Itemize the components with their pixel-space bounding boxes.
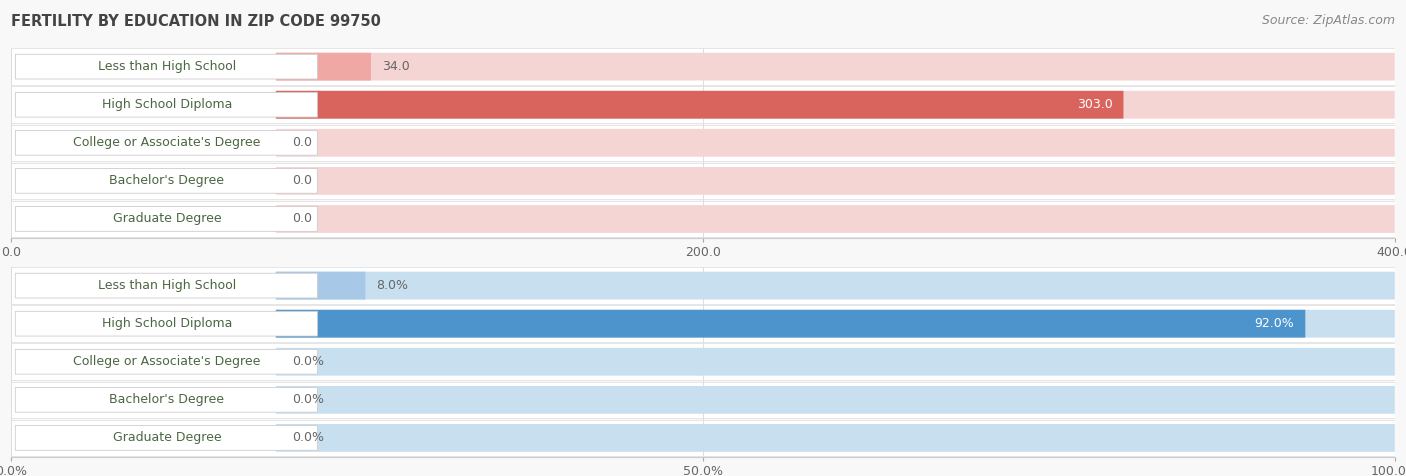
Text: High School Diploma: High School Diploma xyxy=(101,317,232,330)
Text: Graduate Degree: Graduate Degree xyxy=(112,431,221,445)
FancyBboxPatch shape xyxy=(11,49,1395,85)
FancyBboxPatch shape xyxy=(276,53,1395,80)
Text: 92.0%: 92.0% xyxy=(1254,317,1294,330)
FancyBboxPatch shape xyxy=(276,91,1123,119)
FancyBboxPatch shape xyxy=(276,348,1395,376)
FancyBboxPatch shape xyxy=(15,207,318,231)
Text: High School Diploma: High School Diploma xyxy=(101,98,232,111)
FancyBboxPatch shape xyxy=(15,92,318,117)
Text: Less than High School: Less than High School xyxy=(98,60,236,73)
FancyBboxPatch shape xyxy=(11,420,1395,456)
FancyBboxPatch shape xyxy=(15,54,318,79)
FancyBboxPatch shape xyxy=(276,205,1395,233)
FancyBboxPatch shape xyxy=(11,87,1395,123)
FancyBboxPatch shape xyxy=(11,306,1395,342)
Text: 0.0%: 0.0% xyxy=(292,393,325,407)
Text: FERTILITY BY EDUCATION IN ZIP CODE 99750: FERTILITY BY EDUCATION IN ZIP CODE 99750 xyxy=(11,14,381,30)
FancyBboxPatch shape xyxy=(11,163,1395,199)
FancyBboxPatch shape xyxy=(276,310,1395,337)
Text: 0.0: 0.0 xyxy=(292,174,312,188)
FancyBboxPatch shape xyxy=(276,310,1305,337)
FancyBboxPatch shape xyxy=(15,349,318,374)
FancyBboxPatch shape xyxy=(276,91,1395,119)
Text: 0.0%: 0.0% xyxy=(292,355,325,368)
FancyBboxPatch shape xyxy=(276,129,1395,157)
FancyBboxPatch shape xyxy=(11,201,1395,237)
Text: 0.0: 0.0 xyxy=(292,212,312,226)
FancyBboxPatch shape xyxy=(11,125,1395,161)
Text: Graduate Degree: Graduate Degree xyxy=(112,212,221,226)
FancyBboxPatch shape xyxy=(276,272,366,299)
Text: Source: ZipAtlas.com: Source: ZipAtlas.com xyxy=(1261,14,1395,27)
FancyBboxPatch shape xyxy=(15,130,318,155)
FancyBboxPatch shape xyxy=(276,53,371,80)
FancyBboxPatch shape xyxy=(276,167,1395,195)
FancyBboxPatch shape xyxy=(15,311,318,336)
FancyBboxPatch shape xyxy=(276,272,1395,299)
Text: Less than High School: Less than High School xyxy=(98,279,236,292)
Text: 0.0: 0.0 xyxy=(292,136,312,149)
Text: 34.0: 34.0 xyxy=(382,60,409,73)
Text: Bachelor's Degree: Bachelor's Degree xyxy=(110,174,225,188)
Text: 8.0%: 8.0% xyxy=(377,279,408,292)
FancyBboxPatch shape xyxy=(15,387,318,412)
FancyBboxPatch shape xyxy=(11,344,1395,380)
FancyBboxPatch shape xyxy=(11,382,1395,418)
FancyBboxPatch shape xyxy=(276,424,1395,452)
Text: College or Associate's Degree: College or Associate's Degree xyxy=(73,355,260,368)
FancyBboxPatch shape xyxy=(11,268,1395,304)
FancyBboxPatch shape xyxy=(15,169,318,193)
FancyBboxPatch shape xyxy=(276,386,1395,414)
FancyBboxPatch shape xyxy=(15,273,318,298)
Text: 303.0: 303.0 xyxy=(1077,98,1112,111)
Text: Bachelor's Degree: Bachelor's Degree xyxy=(110,393,225,407)
Text: College or Associate's Degree: College or Associate's Degree xyxy=(73,136,260,149)
Text: 0.0%: 0.0% xyxy=(292,431,325,445)
FancyBboxPatch shape xyxy=(15,426,318,450)
